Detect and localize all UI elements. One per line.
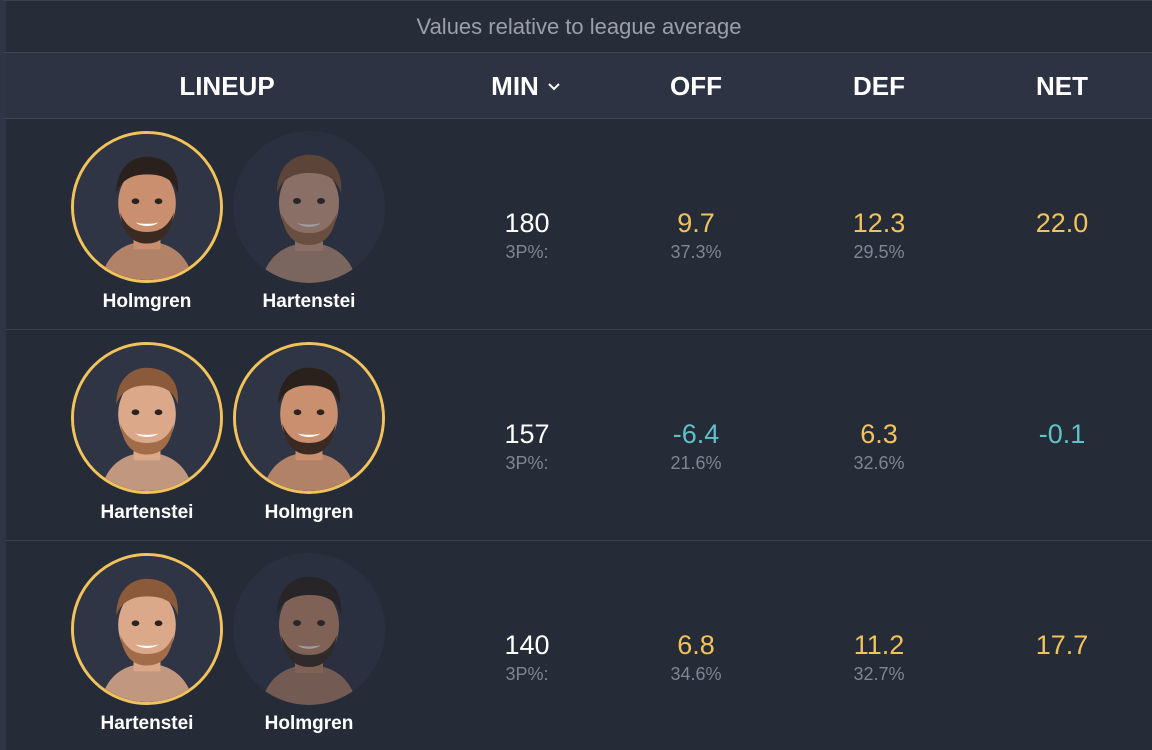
min-cell: 180 3P%:	[447, 207, 607, 263]
header-min-label: MIN	[491, 70, 539, 101]
def-subvalue: 29.5%	[853, 242, 905, 262]
def-value: 6.3	[860, 419, 898, 449]
player-avatar[interactable]	[233, 131, 385, 283]
table-row[interactable]: Hartenstei Holmgren 157 3P%: -6.4 21.6% …	[6, 330, 1152, 541]
player-name: Holmgren	[264, 713, 354, 734]
header-lineup[interactable]: LINEUP	[147, 53, 307, 119]
header-def[interactable]: DEF	[799, 53, 959, 119]
player-avatar[interactable]	[233, 553, 385, 705]
player-name: Hartenstei	[262, 291, 356, 312]
min-value: 180	[504, 208, 550, 238]
player-card[interactable]: Hartenstei	[67, 342, 227, 524]
player-photo-icon	[74, 556, 220, 702]
player-photo-icon	[74, 134, 220, 280]
off-value: 6.8	[677, 630, 715, 660]
off-subvalue: 34.6%	[670, 664, 722, 684]
header-lineup-label: LINEUP	[179, 70, 275, 101]
player-photo-icon	[236, 345, 382, 491]
caption-text: Values relative to league average	[416, 13, 742, 39]
off-cell: 9.7 37.3%	[616, 207, 776, 263]
player-card[interactable]: Holmgren	[229, 342, 389, 524]
player-card[interactable]: Holmgren	[67, 131, 227, 313]
player-photo-icon	[233, 553, 385, 705]
player-photo-icon	[74, 345, 220, 491]
min-cell: 157 3P%:	[447, 418, 607, 474]
table-header: LINEUP MIN OFF DEF NET	[0, 53, 1152, 119]
net-value: -0.1	[1038, 419, 1086, 449]
off-value: 9.7	[677, 208, 715, 238]
player-photo-icon	[233, 131, 385, 283]
header-def-label: DEF	[853, 70, 905, 101]
off-cell: 6.8 34.6%	[616, 629, 776, 685]
off-subvalue: 37.3%	[670, 242, 722, 262]
header-net-label: NET	[1036, 70, 1088, 101]
off-value: -6.4	[672, 419, 720, 449]
net-cell: 17.7	[982, 629, 1142, 661]
min-cell: 140 3P%:	[447, 629, 607, 685]
net-cell: 22.0	[982, 207, 1142, 239]
header-net[interactable]: NET	[982, 53, 1142, 119]
off-cell: -6.4 21.6%	[616, 418, 776, 474]
min-subvalue: 3P%:	[505, 664, 549, 684]
player-name: Hartenstei	[100, 502, 194, 523]
table-caption: Values relative to league average	[0, 0, 1152, 53]
header-off[interactable]: OFF	[616, 53, 776, 119]
player-name: Holmgren	[102, 291, 192, 312]
player-name: Hartenstei	[100, 713, 194, 734]
min-subvalue: 3P%:	[505, 242, 549, 262]
player-name: Holmgren	[264, 502, 354, 523]
def-value: 11.2	[853, 630, 905, 660]
table-row[interactable]: Holmgren Hartenstei 180 3P%: 9.7 37.3% 1…	[6, 119, 1152, 330]
def-value: 12.3	[852, 208, 906, 238]
chevron-down-icon	[548, 83, 560, 91]
off-subvalue: 21.6%	[670, 453, 722, 473]
def-subvalue: 32.6%	[853, 453, 905, 473]
def-subvalue: 32.7%	[853, 664, 905, 684]
header-off-label: OFF	[670, 70, 722, 101]
player-avatar[interactable]	[71, 342, 223, 494]
player-card[interactable]: Hartenstei	[229, 131, 389, 313]
player-card[interactable]: Hartenstei	[67, 553, 227, 735]
net-value: 22.0	[1035, 208, 1089, 238]
min-value: 157	[504, 419, 550, 449]
player-avatar[interactable]	[71, 553, 223, 705]
def-cell: 11.2 32.7%	[799, 629, 959, 685]
table-row[interactable]: Hartenstei Holmgren 140 3P%: 6.8 34.6% 1…	[6, 541, 1152, 750]
header-min[interactable]: MIN	[446, 53, 606, 119]
min-value: 140	[504, 630, 550, 660]
player-avatar[interactable]	[71, 131, 223, 283]
net-cell: -0.1	[982, 418, 1142, 450]
player-avatar[interactable]	[233, 342, 385, 494]
net-value: 17.7	[1035, 630, 1089, 660]
lineup-list: Holmgren Hartenstei 180 3P%: 9.7 37.3% 1…	[0, 119, 1152, 750]
min-subvalue: 3P%:	[505, 453, 549, 473]
def-cell: 6.3 32.6%	[799, 418, 959, 474]
player-card[interactable]: Holmgren	[229, 553, 389, 735]
def-cell: 12.3 29.5%	[799, 207, 959, 263]
